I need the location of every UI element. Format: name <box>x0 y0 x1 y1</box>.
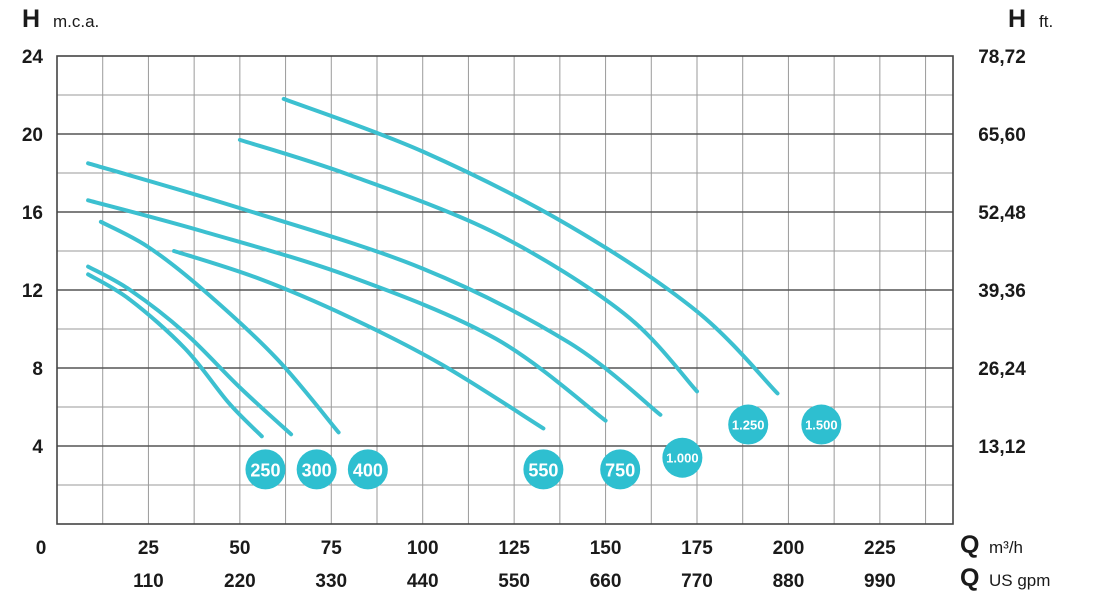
y-right-tick-label: 26,24 <box>978 359 1026 380</box>
y-left-tick-label: 12 <box>22 281 43 302</box>
y-right-tick-label: 78,72 <box>978 47 1026 68</box>
x-tick-label-gpm: 990 <box>864 571 896 592</box>
series-curve-300 <box>86 264 294 437</box>
x-tick-label-m3h: 175 <box>681 538 713 559</box>
series-badge-300 <box>296 449 337 490</box>
x-tick-label-gpm: 330 <box>315 571 347 592</box>
series-badge-550 <box>523 449 564 490</box>
y-left-tick-label: 16 <box>22 203 43 224</box>
series-badge-label: 400 <box>353 460 383 480</box>
series-badge-250 <box>245 449 286 490</box>
x-tick-label-m3h: 0 <box>36 538 47 559</box>
y-right-tick-label: 65,60 <box>978 125 1026 146</box>
x-tick-label-gpm: 550 <box>498 571 530 592</box>
y-left-tick-label: 24 <box>22 47 44 68</box>
y-right-axis-letter: H <box>1008 5 1026 33</box>
series-curve-250 <box>86 272 264 439</box>
plot-frame <box>56 55 954 525</box>
x-axis-top-unit: m³/h <box>989 538 1023 557</box>
y-left-tick-label: 4 <box>32 437 43 458</box>
series-badge-400 <box>347 449 388 490</box>
x-tick-label-m3h: 150 <box>590 538 622 559</box>
series-badge-1.000 <box>662 437 703 478</box>
x-tick-label-gpm: 660 <box>590 571 622 592</box>
y-left-tick-label: 20 <box>22 125 43 146</box>
x-tick-label-m3h: 100 <box>407 538 439 559</box>
series-badge-1.500 <box>801 404 842 445</box>
series-curves <box>86 96 780 439</box>
y-left-tick-label: 8 <box>32 359 43 380</box>
x-tick-label-m3h: 225 <box>864 538 896 559</box>
x-tick-label-m3h: 50 <box>229 538 250 559</box>
series-badge-750 <box>600 449 641 490</box>
series-curve-550 <box>172 249 546 431</box>
x-tick-label-m3h: 25 <box>138 538 160 559</box>
series-badge-label: 250 <box>250 460 280 480</box>
x-tick-label-gpm: 110 <box>133 571 164 592</box>
series-badge-label: 300 <box>302 460 332 480</box>
y-right-axis-unit: ft. <box>1039 12 1053 31</box>
x-axis-bottom-unit: US gpm <box>989 571 1050 590</box>
series-badge-1.250 <box>728 404 769 445</box>
series-curve-750 <box>86 198 608 423</box>
tick-labels: 4 8 12 16 20 24 13,12 26,24 39,36 52,48 65,60 78,72… <box>22 47 1026 592</box>
y-right-tick-label: 39,36 <box>978 281 1026 302</box>
y-right-tick-label: 52,48 <box>978 203 1026 224</box>
series-curve-400 <box>98 219 341 435</box>
y-left-axis-letter: H <box>22 5 40 33</box>
y-left-axis-unit: m.c.a. <box>53 12 99 31</box>
x-axis-top-letter: Q <box>960 531 979 559</box>
x-tick-label-gpm: 440 <box>407 571 439 592</box>
x-axis-bottom-letter: Q <box>960 564 979 592</box>
grid <box>56 55 954 525</box>
x-tick-label-gpm: 880 <box>773 571 805 592</box>
series-badges: 250 300 400 550 750 1.000 1.250 1.500 <box>245 404 842 490</box>
series-badge-label: 550 <box>528 460 558 480</box>
y-right-tick-label: 13,12 <box>978 437 1026 458</box>
series-badge-label: 750 <box>605 460 635 480</box>
x-tick-label-m3h: 75 <box>321 538 343 559</box>
x-tick-label-gpm: 220 <box>224 571 256 592</box>
series-curve-1.000 <box>86 161 663 417</box>
series-badge-label: 1.250 <box>732 418 765 433</box>
series-curve-1.500 <box>281 96 780 396</box>
x-tick-label-m3h: 125 <box>498 538 530 559</box>
series-badge-label: 1.000 <box>666 451 699 466</box>
series-badge-label: 1.500 <box>805 418 838 433</box>
x-tick-label-m3h: 200 <box>773 538 805 559</box>
x-tick-label-gpm: 770 <box>681 571 713 592</box>
series-curve-1.250 <box>237 137 699 394</box>
